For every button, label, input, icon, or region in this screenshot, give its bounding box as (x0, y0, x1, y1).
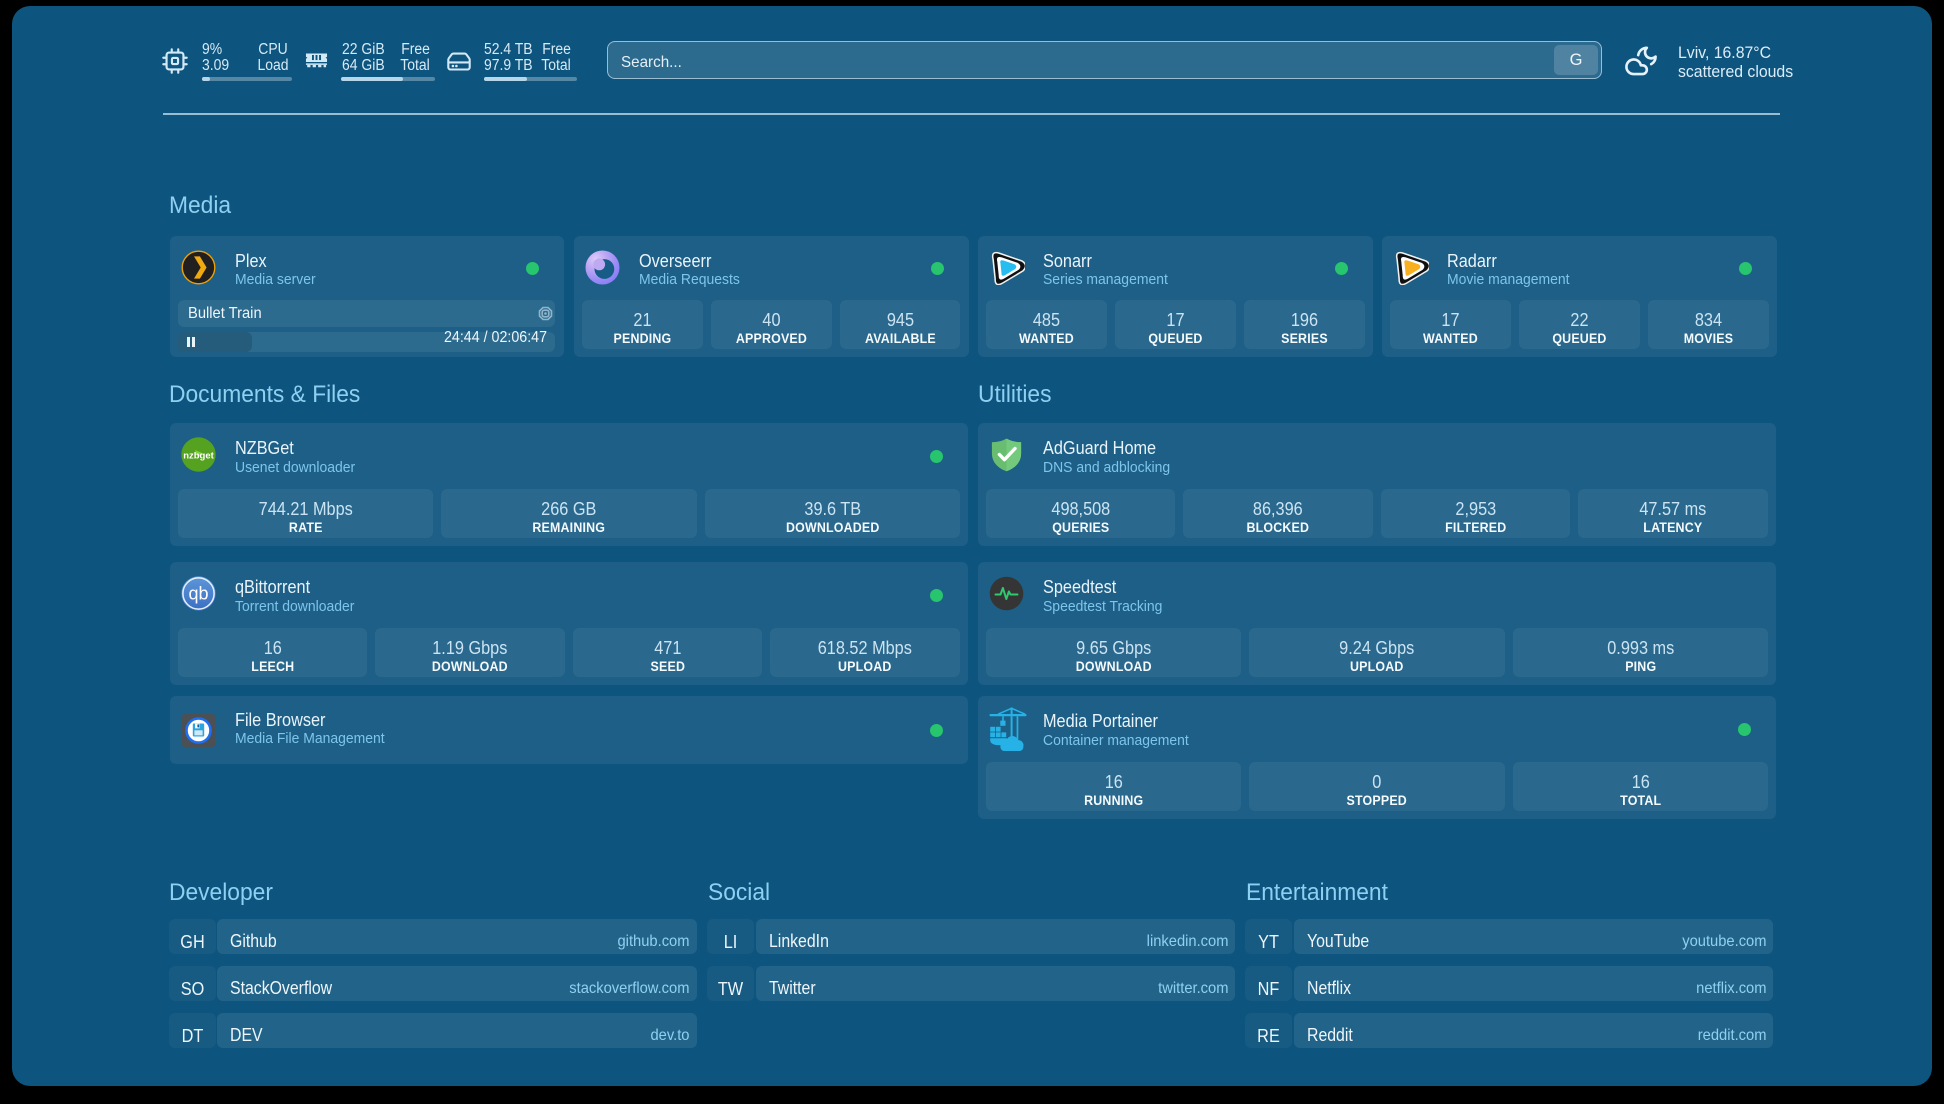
svg-text:nzbget: nzbget (183, 451, 214, 462)
svg-text:qb: qb (188, 584, 208, 604)
